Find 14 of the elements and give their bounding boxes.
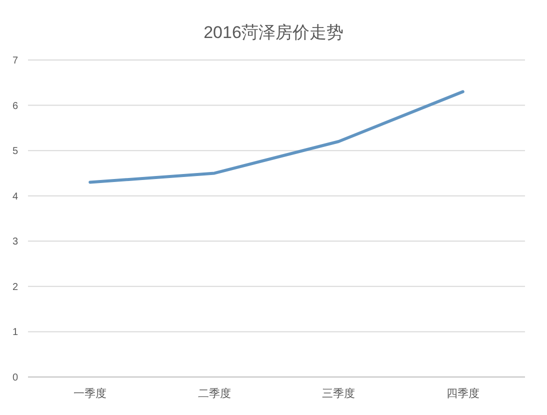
y-tick-label: 5	[12, 146, 18, 158]
y-tick-label: 1	[12, 327, 18, 338]
y-tick-label: 0	[12, 372, 18, 384]
y-tick-label: 6	[12, 100, 18, 112]
y-tick-label: 7	[12, 56, 18, 66]
x-tick-label: 三季度	[322, 387, 356, 400]
x-tick-label: 一季度	[74, 387, 107, 400]
y-tick-label: 2	[12, 282, 18, 293]
x-tick-label: 二季度	[198, 387, 231, 400]
x-tick-label: 四季度	[446, 387, 480, 400]
chart-title: 2016菏泽房价走势	[204, 23, 344, 42]
y-tick-label: 4	[12, 191, 18, 202]
line-series	[88, 90, 464, 184]
y-tick-label: 3	[12, 236, 18, 248]
